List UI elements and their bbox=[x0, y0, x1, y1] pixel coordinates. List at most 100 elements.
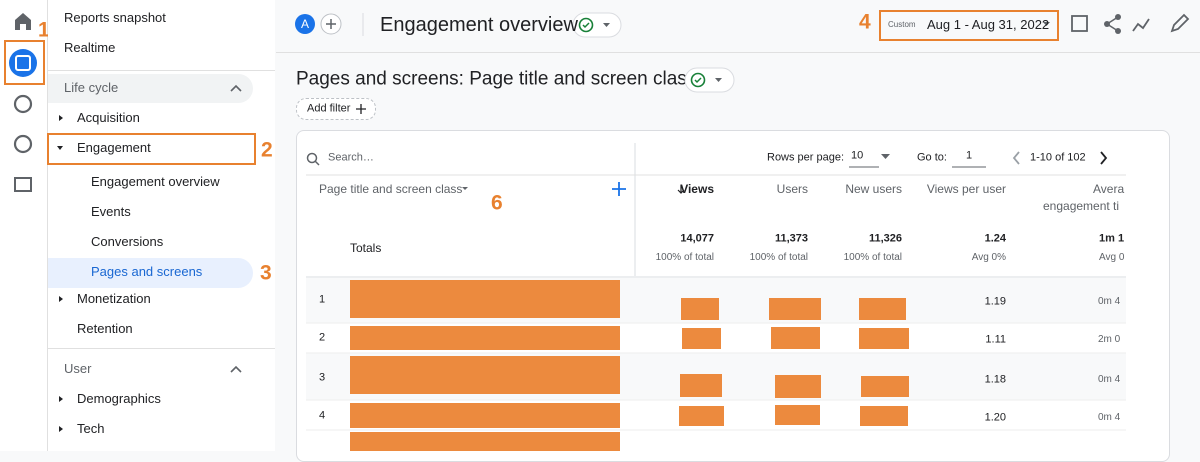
redacted bbox=[859, 328, 909, 349]
edit-icon[interactable] bbox=[1170, 13, 1190, 33]
fade bbox=[1138, 140, 1166, 451]
date-range[interactable]: Aug 1 - Aug 31, 2022 bbox=[927, 17, 1050, 33]
dropdown bbox=[881, 154, 890, 159]
totals-label: Totals bbox=[350, 240, 382, 255]
nav-item[interactable]: Tech bbox=[77, 421, 105, 437]
add-dimension[interactable] bbox=[612, 182, 626, 196]
plus bbox=[326, 19, 336, 29]
section-bg bbox=[48, 74, 253, 103]
row-index: 2 bbox=[319, 331, 326, 344]
row-value: 0m 4 bbox=[1098, 296, 1121, 307]
expand-arrows bbox=[59, 115, 63, 432]
highlight-box bbox=[879, 10, 1059, 41]
chevron bbox=[230, 365, 242, 373]
column-header[interactable]: Users bbox=[776, 181, 808, 196]
total-value: 11,326 bbox=[868, 232, 902, 245]
nav-item[interactable]: Monetization bbox=[77, 291, 151, 307]
nav-item[interactable]: Engagement bbox=[77, 140, 151, 156]
advertising-icon[interactable] bbox=[13, 134, 33, 154]
redacted bbox=[769, 298, 821, 320]
total-note: 100% of total bbox=[655, 252, 714, 263]
nav-subitem[interactable]: Events bbox=[91, 204, 131, 220]
active-bg bbox=[48, 258, 253, 288]
nav-item[interactable]: Acquisition bbox=[77, 110, 140, 126]
page: 1 Reports snapshot Realtime Life cycle A… bbox=[4, 0, 1200, 462]
total-note: Avg 0 bbox=[1099, 252, 1125, 263]
avatar[interactable]: A bbox=[295, 14, 315, 34]
redacted bbox=[679, 406, 724, 426]
next-page[interactable] bbox=[1100, 151, 1108, 165]
row-value: 1.11 bbox=[985, 333, 1006, 346]
annotation: 1 bbox=[38, 18, 50, 42]
redacted bbox=[861, 376, 909, 397]
annotation: 4 bbox=[859, 10, 871, 34]
total-value: 14,077 bbox=[680, 232, 714, 245]
rows-label: Rows per page: bbox=[767, 151, 845, 164]
dropdown bbox=[462, 187, 468, 190]
annotation: 3 bbox=[260, 261, 272, 285]
nav-glyphs bbox=[57, 84, 242, 432]
goto-input[interactable]: 1 bbox=[966, 149, 973, 162]
column-header[interactable]: Views per user bbox=[926, 181, 1006, 196]
pagination: 1-10 of 102 bbox=[1030, 151, 1086, 164]
total-value: 11,373 bbox=[774, 232, 808, 245]
search-icon bbox=[306, 152, 318, 164]
insights-icon[interactable] bbox=[1132, 18, 1150, 32]
section-title[interactable]: User bbox=[64, 361, 92, 377]
row-value: 0m 4 bbox=[1098, 374, 1121, 385]
nav-subitem[interactable]: Pages and screens bbox=[91, 264, 203, 280]
nav-subitem[interactable]: Conversions bbox=[91, 234, 164, 250]
explore-icon[interactable] bbox=[13, 94, 33, 114]
report-title: Pages and screens: Page title and screen… bbox=[296, 68, 697, 90]
check bbox=[690, 72, 706, 88]
nav-subitem[interactable]: Engagement overview bbox=[91, 174, 220, 190]
share-icon[interactable] bbox=[1104, 14, 1121, 34]
nav-item[interactable]: Realtime bbox=[64, 40, 116, 56]
prev-page[interactable] bbox=[1012, 151, 1020, 165]
highlight-box bbox=[4, 40, 45, 85]
highlight-box bbox=[47, 133, 256, 165]
redacted bbox=[680, 374, 722, 397]
row-index: 4 bbox=[319, 409, 326, 422]
status-chip[interactable] bbox=[684, 67, 736, 93]
search-input[interactable]: Search… bbox=[328, 151, 374, 164]
check bbox=[582, 22, 590, 29]
configure-icon[interactable] bbox=[14, 177, 32, 192]
home-icon[interactable] bbox=[15, 13, 31, 30]
rail-icons bbox=[9, 13, 37, 192]
row-value: 1.20 bbox=[984, 411, 1006, 424]
column-header[interactable]: Avera bbox=[1093, 181, 1125, 196]
total-value: 1.24 bbox=[984, 232, 1006, 245]
nav-item[interactable]: Reports snapshot bbox=[64, 10, 166, 26]
section-title[interactable]: Life cycle bbox=[64, 80, 119, 96]
date-label[interactable]: Custom bbox=[888, 20, 916, 30]
nav-item[interactable]: Retention bbox=[77, 321, 133, 337]
page-title: Engagement overview bbox=[380, 14, 578, 36]
total-note: 100% of total bbox=[749, 252, 808, 263]
add-filter-button[interactable]: Add filter bbox=[296, 98, 376, 120]
column-header[interactable]: Views bbox=[680, 181, 714, 196]
row-value: 0m 4 bbox=[1098, 412, 1121, 423]
column-header-sub: engagement ti bbox=[1043, 198, 1120, 213]
redacted bbox=[859, 298, 906, 320]
table-lines bbox=[306, 143, 1126, 431]
redacted bbox=[860, 406, 908, 426]
redacted bbox=[771, 327, 820, 349]
goto-label: Go to: bbox=[917, 151, 947, 164]
dropdown bbox=[603, 23, 610, 27]
redacted bbox=[350, 326, 620, 350]
rows-select[interactable]: 10 bbox=[851, 149, 864, 162]
redacted bbox=[681, 298, 719, 320]
check bbox=[578, 17, 594, 33]
customize-icon[interactable] bbox=[1071, 15, 1088, 32]
nav-item[interactable]: Demographics bbox=[77, 391, 161, 407]
row-index: 1 bbox=[319, 293, 326, 306]
row-value: 1.19 bbox=[984, 295, 1006, 308]
column-header[interactable]: New users bbox=[845, 181, 902, 196]
divider bbox=[48, 348, 275, 349]
plus bbox=[356, 104, 366, 114]
dimension-header[interactable]: Page title and screen class bbox=[319, 181, 463, 196]
reports-glyph bbox=[15, 55, 31, 71]
redacted bbox=[350, 280, 620, 318]
collapse-arrow bbox=[57, 146, 63, 150]
